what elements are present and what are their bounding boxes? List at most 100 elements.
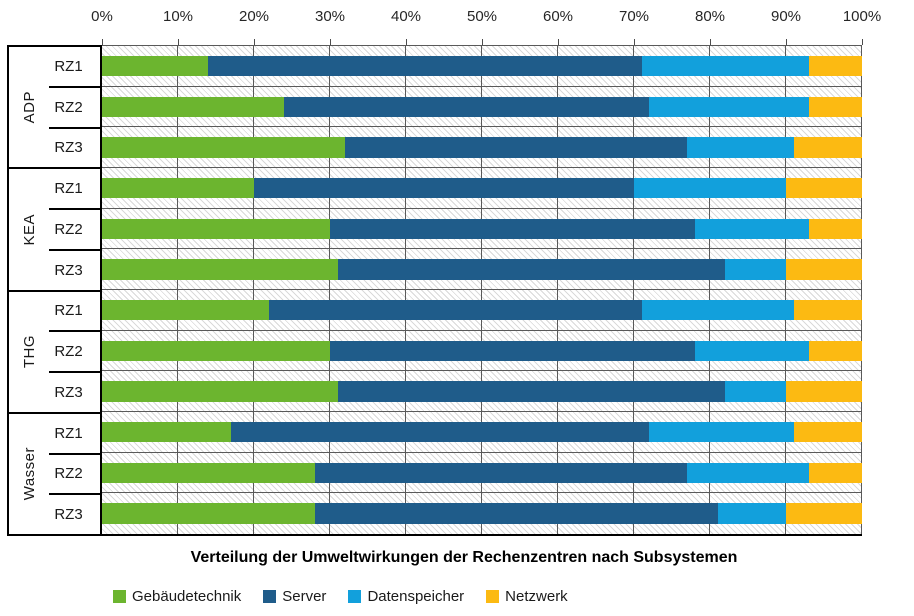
stacked-bar	[102, 381, 862, 402]
legend: Gebäudetechnik Server Datenspeicher Netzwer…	[113, 587, 568, 605]
bar-segment-gebäudetechnik	[102, 259, 338, 280]
bar-segment-gebäudetechnik	[102, 137, 346, 158]
x-axis-tick-label: 90%	[770, 8, 802, 25]
bar-segment-gebäudetechnik	[102, 462, 315, 484]
bar-segment-gebäudetechnik	[102, 178, 254, 199]
rz-label: RZ1	[54, 302, 83, 320]
bar-segment-server	[330, 218, 695, 240]
bar-segment-server	[337, 381, 726, 402]
legend-swatch-icon	[486, 589, 500, 603]
bar-segment-datenspeicher	[725, 259, 786, 280]
x-axis-tick-label: 20%	[238, 8, 270, 25]
chart-title: Verteilung der Umweltwirkungen der Reche…	[190, 549, 738, 566]
stacked-bar	[102, 340, 862, 362]
rz-label-column: RZ1 RZ2 RZ3	[49, 292, 100, 412]
bar-segment-netzwerk	[793, 300, 862, 321]
x-axis-tickmark	[634, 39, 635, 45]
legend-swatch-icon	[263, 589, 277, 603]
row-separator-line	[102, 370, 862, 372]
bar-row-kea-rz1	[102, 168, 862, 209]
rz-label: RZ1	[54, 424, 83, 442]
bar-row-thg-rz3	[102, 371, 862, 412]
legend-label: Netzwerk	[505, 587, 568, 605]
bar-segment-server	[208, 56, 642, 77]
bar-segment-datenspeicher	[641, 56, 809, 77]
x-axis-labels: 0% 10% 20% 30% 40% 50% 60% 70% 80% 90% 100%	[91, 6, 881, 28]
bar-segment-netzwerk	[808, 96, 862, 118]
bar-segment-netzwerk	[785, 381, 862, 402]
stacked-bar	[102, 422, 862, 443]
row-separator-line	[102, 207, 862, 209]
row-separator-line	[102, 126, 862, 128]
x-axis-tickmark	[406, 39, 407, 45]
bar-segment-gebäudetechnik	[102, 422, 232, 443]
bar-segment-gebäudetechnik	[102, 381, 338, 402]
bar-segment-server	[330, 340, 695, 362]
bar-row-kea-rz3	[102, 249, 862, 290]
legend-label: Datenspeicher	[367, 587, 465, 605]
rz-label: RZ2	[49, 208, 100, 249]
bar-segment-datenspeicher	[634, 178, 786, 199]
bar-segment-netzwerk	[808, 56, 862, 77]
category-group-kea: KEA RZ1 RZ2 RZ3	[9, 167, 100, 289]
x-axis-tickmark	[710, 39, 711, 45]
x-axis-tick-label: 10%	[162, 8, 194, 25]
gridline-vertical	[861, 46, 862, 534]
bar-segment-datenspeicher	[694, 340, 809, 362]
gridline-vertical	[253, 46, 254, 534]
x-axis-tick-label: 70%	[618, 8, 650, 25]
group-label: Wasser	[20, 447, 38, 501]
x-axis-tickmark	[102, 39, 103, 45]
legend-swatch-icon	[348, 589, 362, 603]
bar-segment-server	[337, 259, 726, 280]
bar-segment-datenspeicher	[694, 218, 809, 240]
legend-label: Server	[282, 587, 327, 605]
x-axis-tick-label: 50%	[466, 8, 498, 25]
rz-label: RZ3	[49, 493, 100, 534]
stacked-bar	[102, 300, 862, 321]
bar-segment-netzwerk	[785, 259, 862, 280]
bar-segment-server	[314, 503, 718, 524]
bar-segment-server	[345, 137, 688, 158]
row-separator-line	[102, 492, 862, 494]
bar-segment-netzwerk	[808, 340, 862, 362]
bar-segment-datenspeicher	[725, 381, 786, 402]
x-axis-tickmark	[862, 39, 863, 45]
gridline-vertical	[709, 46, 710, 534]
bar-segment-server	[314, 462, 688, 484]
bar-segment-gebäudetechnik	[102, 300, 270, 321]
rz-label: RZ3	[49, 126, 100, 168]
bar-row-thg-rz1	[102, 290, 862, 331]
legend-item-datenspeicher: Datenspeicher	[348, 588, 464, 605]
bar-segment-datenspeicher	[687, 137, 794, 158]
x-axis-tickmark	[330, 39, 331, 45]
gridline-vertical	[557, 46, 558, 534]
bar-segment-gebäudetechnik	[102, 56, 209, 77]
bar-segment-gebäudetechnik	[102, 96, 285, 118]
bar-row-adp-rz2	[102, 87, 862, 128]
rz-label-column: RZ1 RZ2 RZ3	[49, 47, 100, 167]
gridline-vertical	[633, 46, 634, 534]
bar-segment-datenspeicher	[717, 503, 786, 524]
x-axis-tickmarks	[102, 39, 863, 45]
stacked-bar	[102, 218, 862, 240]
stacked-bar	[102, 178, 862, 199]
y-axis-category-labels: ADP RZ1 RZ2 RZ3 KEA RZ1 RZ2 RZ3 THG RZ1 RZ2 RZ3 Wass…	[7, 45, 102, 536]
row-separator-line	[102, 451, 862, 453]
category-group-adp: ADP RZ1 RZ2 RZ3	[9, 47, 100, 167]
bar-segment-gebäudetechnik	[102, 503, 315, 524]
x-axis-tick-label: 0%	[91, 8, 113, 25]
legend-item-gebäudetechnik: Gebäudetechnik	[113, 588, 241, 605]
bar-row-wasser-rz3	[102, 493, 862, 534]
rz-label: RZ3	[49, 371, 100, 412]
gridline-vertical	[177, 46, 178, 534]
bar-segment-gebäudetechnik	[102, 340, 330, 362]
group-label: ADP	[20, 90, 38, 124]
gridline-vertical	[329, 46, 330, 534]
group-label-cell: THG	[9, 292, 49, 412]
x-axis-tickmark	[178, 39, 179, 45]
bar-segment-datenspeicher	[649, 96, 809, 118]
category-group-wasser: Wasser RZ1 RZ2 RZ3	[9, 411, 100, 534]
x-axis-tick-label: 100%	[842, 8, 882, 25]
bar-row-thg-rz2	[102, 331, 862, 372]
